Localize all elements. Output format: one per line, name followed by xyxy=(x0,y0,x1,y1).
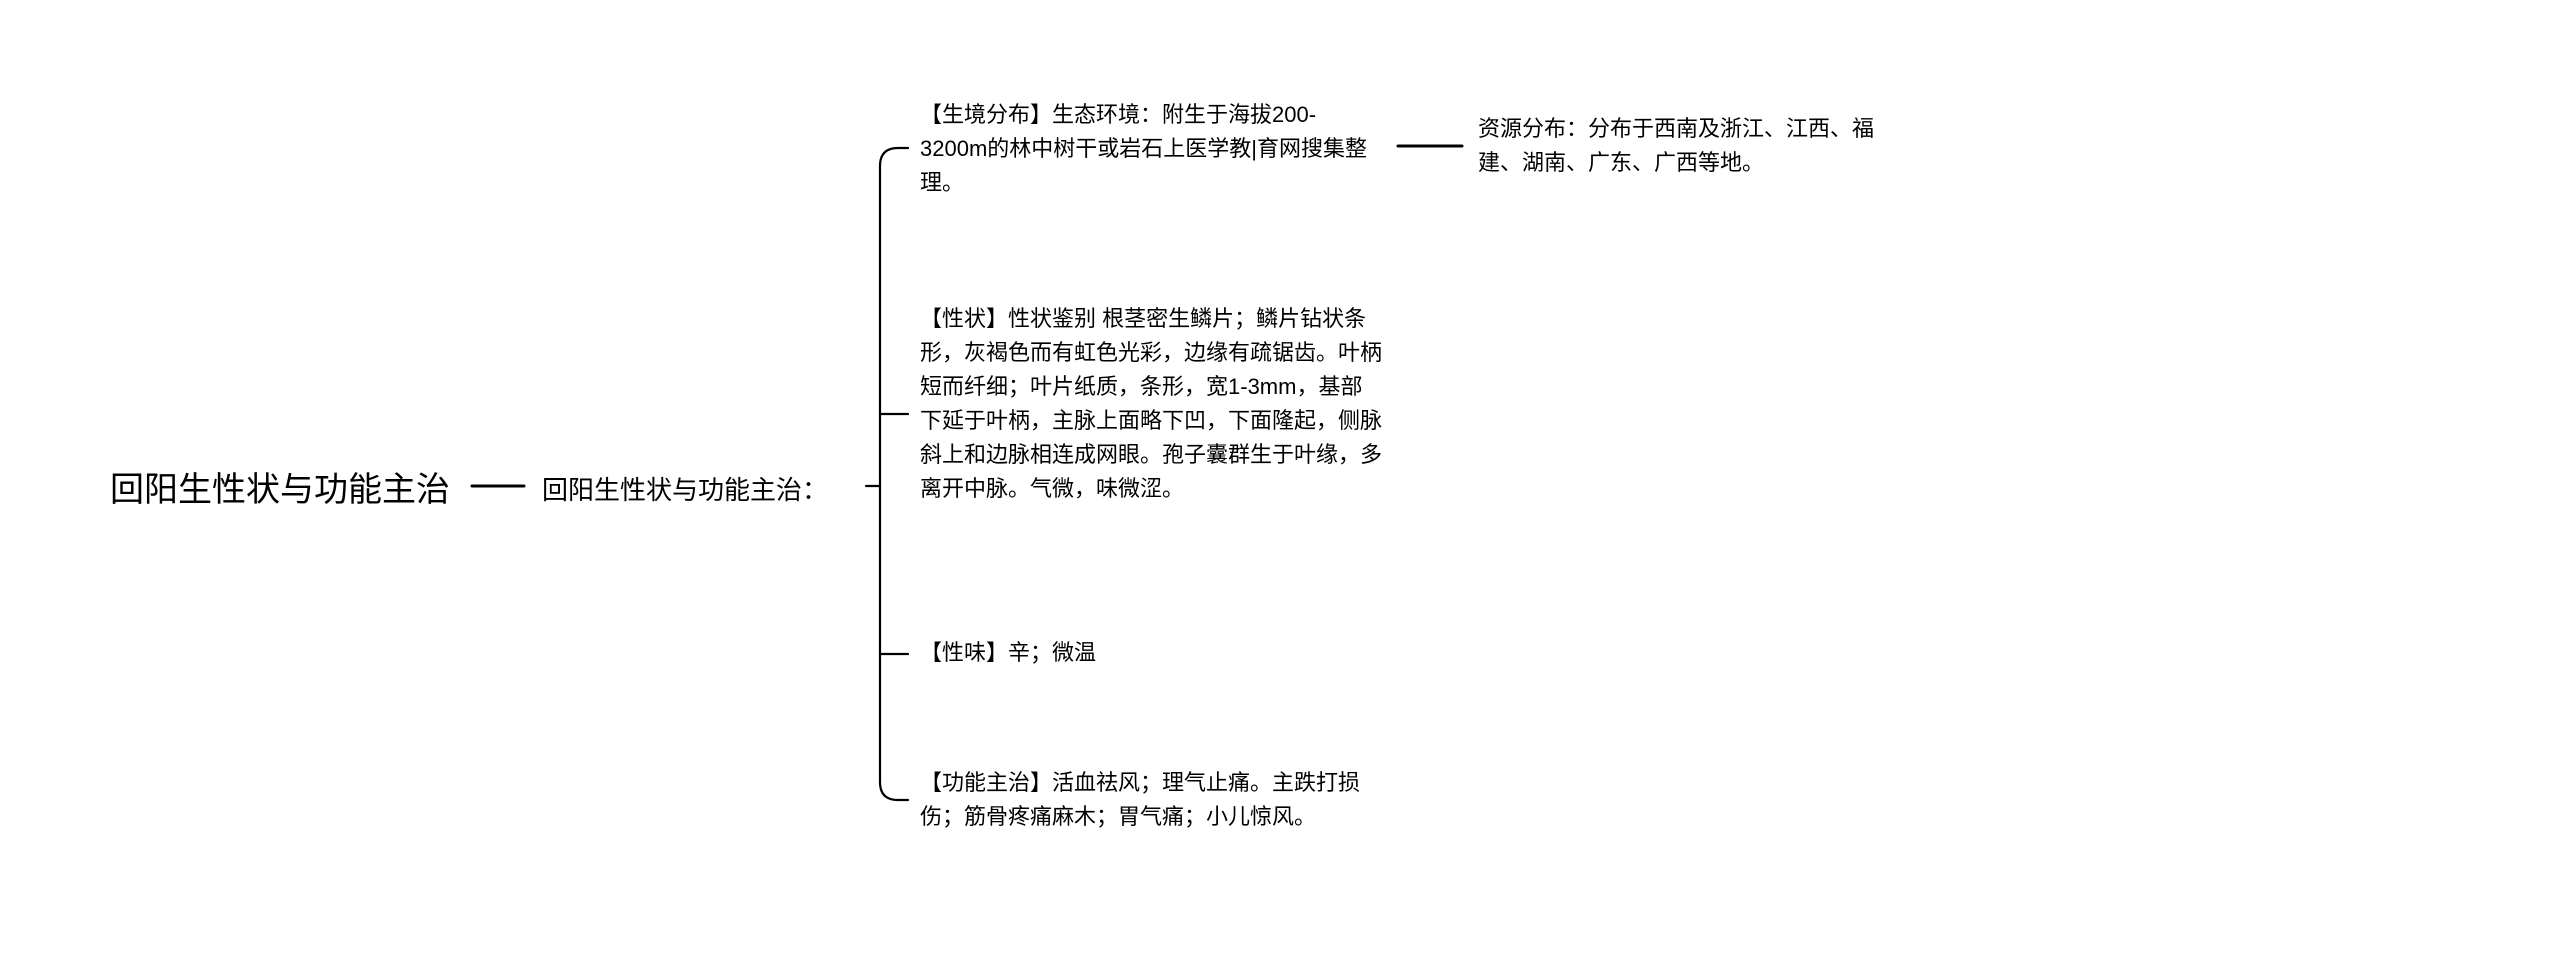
child-traits: 【性状】性状鉴别 根茎密生鳞片；鳞片钻状条形，灰褐色而有虹色光彩，边缘有疏锯齿。… xyxy=(920,302,1382,507)
root-node: 回阳生性状与功能主治 xyxy=(110,464,490,517)
child-taste: 【性味】辛；微温 xyxy=(920,636,1382,670)
child-function: 【功能主治】活血祛风；理气止痛。主跌打损伤；筋骨疼痛麻木；胃气痛；小儿惊风。 xyxy=(920,766,1382,834)
child-habitat: 【生境分布】生态环境：附生于海拔200-3200m的林中树干或岩石上医学教|育网… xyxy=(920,98,1382,200)
mindmap-canvas: 回阳生性状与功能主治 回阳生性状与功能主治： 【生境分布】生态环境：附生于海拔2… xyxy=(0,0,2560,975)
level1-node: 回阳生性状与功能主治： xyxy=(542,470,862,510)
child-habitat-distribution: 资源分布：分布于西南及浙江、江西、福建、湖南、广东、广西等地。 xyxy=(1478,112,1898,180)
